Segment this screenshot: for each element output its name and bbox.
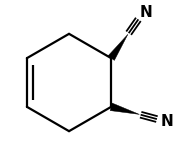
Polygon shape [108,34,128,60]
Text: N: N [139,5,152,20]
Polygon shape [110,103,139,114]
Text: N: N [161,114,174,129]
